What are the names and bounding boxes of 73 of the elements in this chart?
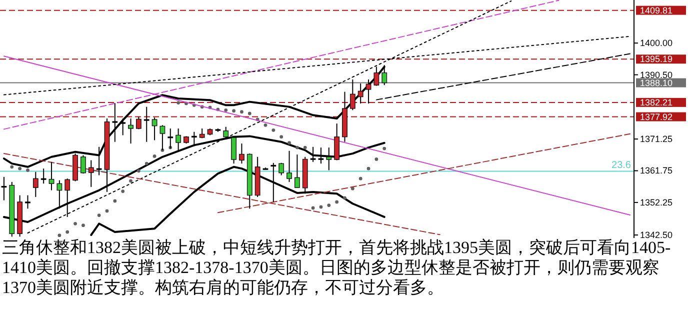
candlestick [64, 178, 70, 218]
candlestick [152, 117, 158, 141]
point [121, 190, 125, 193]
point [66, 230, 70, 234]
candlestick [278, 162, 284, 176]
candlestick [294, 154, 300, 188]
point [152, 154, 156, 158]
candlestick [136, 116, 142, 130]
candlestick [318, 147, 324, 164]
candlestick [112, 102, 118, 142]
point [10, 165, 14, 169]
y-tick-label: 1342.50 [640, 230, 673, 240]
point [327, 204, 331, 207]
ref-line-label: 1377.92 [640, 112, 673, 122]
candlestick [40, 168, 46, 184]
point [358, 176, 362, 180]
ref-line-label: 1409.81 [640, 5, 673, 16]
point [97, 214, 101, 217]
y-tick-label: 1400.00 [640, 38, 673, 48]
point [232, 109, 236, 113]
point [374, 158, 378, 161]
point [74, 222, 77, 226]
y-tick-label: 1352.25 [640, 197, 673, 208]
point [343, 196, 346, 200]
candlestick [326, 147, 332, 171]
point [272, 128, 276, 132]
y-tick-label: 1390.50 [640, 70, 673, 80]
candlestick [350, 78, 356, 111]
candlestick [239, 143, 244, 164]
point [382, 146, 386, 150]
point [136, 169, 140, 173]
candlestick [48, 161, 54, 191]
candlestick [25, 194, 30, 210]
point [224, 108, 228, 112]
point [144, 162, 148, 166]
candlestick [56, 180, 62, 210]
candlestick [366, 78, 372, 104]
point [335, 200, 339, 204]
ref-line-label: 1395.19 [640, 54, 673, 64]
point [176, 101, 180, 105]
ref-line-label: 1382.21 [640, 97, 673, 108]
candlestick [310, 146, 316, 162]
candlestick [1, 176, 7, 201]
y-tick-label: 1361.75 [640, 166, 673, 176]
point [26, 168, 30, 172]
candlestick [128, 118, 134, 144]
point [240, 110, 244, 114]
ref-line-label: 1388.10 [640, 78, 673, 88]
candlestick [120, 118, 126, 136]
point [350, 186, 354, 190]
point [319, 205, 323, 209]
point [288, 141, 291, 145]
candlestick [358, 82, 364, 104]
point [264, 123, 268, 127]
candlestick [32, 171, 38, 198]
point [311, 206, 315, 210]
point [58, 234, 62, 238]
point [280, 135, 284, 139]
point [303, 146, 307, 150]
point [129, 179, 132, 183]
point [113, 199, 117, 203]
annotation: 23.6 [612, 160, 632, 172]
candlestick [88, 160, 94, 188]
point [248, 112, 252, 116]
point [366, 166, 370, 170]
point [82, 224, 85, 228]
annotation: 三角休整和1382美圆被上破，中短线升势打开，首先将挑战1395美圆，突破后可看向1405-1410美圆。回撤支撑1382-1378-1370美圆。日图的多边型休整是否被打开，则仍需要观察1370美圆附近支撑。构筑右肩的可能仍存，不可过分看多。 [2, 238, 671, 298]
point [295, 146, 299, 150]
candlestick [144, 106, 150, 142]
point [18, 166, 22, 170]
point [105, 209, 109, 213]
candlestick [286, 150, 292, 182]
y-tick-label: 1371.25 [640, 134, 673, 144]
